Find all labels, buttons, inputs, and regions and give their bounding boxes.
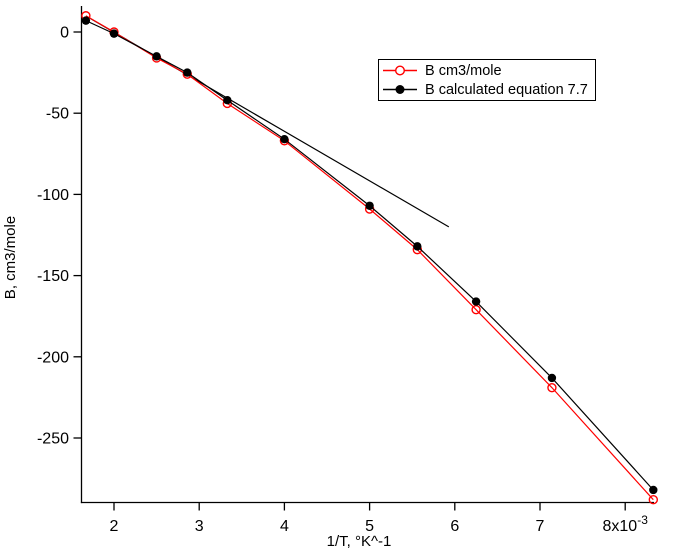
data-point-filled-circle [280, 134, 289, 144]
data-point-filled-circle [365, 201, 374, 210]
y-axis-title: B, cm3/mole [2, 215, 19, 300]
y-tick-label: -200 [37, 349, 69, 366]
data-point-filled-circle [471, 297, 481, 306]
x-axis-title: 1/T, °K^-1 [326, 533, 392, 550]
data-point-filled-circle [152, 52, 161, 61]
x-tick-label: 8x10-3 [603, 513, 649, 535]
legend-label-experimental: B cm3/mole [425, 62, 502, 79]
y-tick-label: -250 [37, 431, 69, 448]
data-point-filled-circle [413, 242, 422, 251]
data-point-open-circle [547, 382, 557, 393]
legend-item-experimental: B cm3/mole [382, 61, 592, 80]
data-point-filled-circle [109, 29, 119, 38]
x-tick-label: 3 [195, 518, 204, 535]
x-tick-label: 6 [450, 518, 459, 535]
data-point-filled-circle [649, 485, 658, 495]
y-tick-label: -150 [37, 268, 69, 285]
legend-item-calculated: B calculated equation 7.7 [382, 80, 592, 99]
data-point-filled-circle [183, 68, 192, 77]
y-tick-label: 0 [60, 25, 69, 42]
legend: B cm3/mole B calculated equation 7.7 [378, 59, 596, 101]
x-tick-label: 2 [110, 518, 119, 535]
x-tick-label: 5 [365, 518, 374, 535]
legend-label-calculated: B calculated equation 7.7 [425, 81, 588, 98]
data-point-open-circle [648, 495, 659, 505]
y-tick-label: -100 [37, 187, 69, 204]
filled-circle-marker-icon [383, 85, 417, 94]
data-point-filled-circle [223, 96, 232, 105]
data-point-filled-circle [81, 16, 91, 25]
x-tick-label: 7 [536, 518, 545, 535]
y-tick-label: -50 [46, 106, 69, 123]
data-point-filled-circle [547, 373, 557, 383]
open-circle-marker-icon [383, 65, 417, 76]
x-tick-label: 4 [280, 518, 289, 535]
